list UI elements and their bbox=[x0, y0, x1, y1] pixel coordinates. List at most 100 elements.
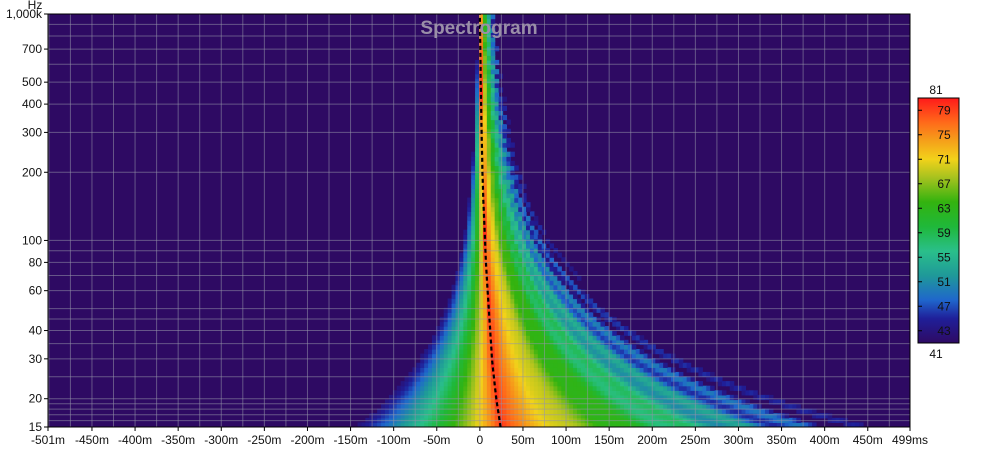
heatmap-cell bbox=[482, 298, 488, 304]
heatmap-cell bbox=[526, 371, 531, 378]
heatmap-cell bbox=[565, 385, 570, 391]
heatmap-cell bbox=[651, 381, 656, 387]
heatmap-cell bbox=[706, 385, 711, 391]
heatmap-cell bbox=[541, 326, 547, 332]
heatmap-cell bbox=[518, 225, 523, 231]
heatmap-cell bbox=[486, 362, 492, 368]
heatmap-cell bbox=[623, 348, 629, 355]
heatmap-cell bbox=[482, 381, 488, 387]
heatmap-cell bbox=[494, 371, 500, 378]
heatmap-cell bbox=[749, 404, 754, 410]
heatmap-cell bbox=[541, 394, 547, 401]
heatmap-cell bbox=[431, 344, 437, 350]
heatmap-cell bbox=[498, 385, 504, 391]
heatmap-cell bbox=[506, 275, 511, 281]
heatmap-cell bbox=[573, 316, 578, 323]
heatmap-cell bbox=[459, 252, 464, 258]
heatmap-cell bbox=[498, 381, 504, 387]
heatmap-cell bbox=[498, 234, 504, 240]
heatmap-cell bbox=[522, 413, 527, 419]
heatmap-cell bbox=[859, 422, 864, 427]
heatmap-cell bbox=[502, 215, 508, 222]
heatmap-cell bbox=[498, 353, 504, 359]
heatmap-cell bbox=[479, 371, 484, 378]
heatmap-cell bbox=[749, 408, 754, 414]
heatmap-cell bbox=[459, 394, 464, 401]
heatmap-cell bbox=[494, 399, 500, 405]
heatmap-cell bbox=[463, 413, 468, 419]
heatmap-cell bbox=[643, 381, 649, 387]
heatmap-cell bbox=[721, 390, 727, 396]
heatmap-cell bbox=[596, 335, 602, 341]
heatmap-cell bbox=[424, 367, 429, 373]
heatmap-cell bbox=[522, 408, 527, 414]
heatmap-cell bbox=[561, 330, 566, 336]
heatmap-cell bbox=[522, 266, 527, 272]
heatmap-cell bbox=[522, 293, 527, 300]
heatmap-cell bbox=[482, 23, 488, 29]
heatmap-cell bbox=[533, 390, 539, 396]
heatmap-cell bbox=[486, 23, 492, 29]
heatmap-cell bbox=[498, 119, 504, 125]
heatmap-cell bbox=[526, 243, 531, 249]
heatmap-cell bbox=[479, 289, 484, 295]
heatmap-cell bbox=[482, 367, 488, 373]
heatmap-cell bbox=[443, 362, 449, 368]
heatmap-cell bbox=[463, 298, 468, 304]
x-tick-label: 499ms bbox=[892, 433, 928, 447]
heatmap-cell bbox=[537, 371, 543, 378]
heatmap-cell bbox=[592, 326, 598, 332]
heatmap-cell bbox=[526, 422, 531, 427]
heatmap-cell bbox=[686, 381, 692, 387]
heatmap-cell bbox=[494, 298, 500, 304]
heatmap-cell bbox=[518, 390, 523, 396]
heatmap-cell bbox=[502, 114, 508, 121]
heatmap-cell bbox=[565, 408, 570, 414]
heatmap-cell bbox=[506, 413, 511, 419]
heatmap-cell bbox=[678, 404, 684, 410]
heatmap-cell bbox=[549, 275, 555, 281]
heatmap-cell bbox=[686, 413, 692, 419]
heatmap-cell bbox=[428, 376, 433, 382]
heatmap-cell bbox=[494, 73, 500, 79]
heatmap-cell bbox=[541, 344, 547, 350]
heatmap-cell bbox=[514, 298, 519, 304]
heatmap-cell bbox=[616, 335, 621, 341]
heatmap-cell bbox=[522, 261, 527, 267]
heatmap-cell bbox=[651, 399, 656, 405]
heatmap-cell bbox=[443, 394, 449, 401]
heatmap-cell bbox=[471, 298, 476, 304]
heatmap-cell bbox=[494, 174, 500, 180]
heatmap-cell bbox=[447, 307, 453, 313]
heatmap-cell bbox=[557, 353, 562, 359]
heatmap-cell bbox=[529, 358, 535, 364]
heatmap-cell bbox=[463, 385, 468, 391]
heatmap-cell bbox=[620, 353, 625, 359]
heatmap-cell bbox=[553, 339, 558, 345]
heatmap-cell bbox=[498, 404, 504, 410]
heatmap-cell bbox=[482, 362, 488, 368]
heatmap-cell bbox=[604, 335, 609, 341]
heatmap-cell bbox=[498, 316, 504, 323]
heatmap-cell bbox=[702, 404, 707, 410]
heatmap-cell bbox=[573, 270, 578, 277]
heatmap-cell bbox=[490, 303, 496, 309]
heatmap-cell bbox=[655, 385, 660, 391]
heatmap-cell bbox=[537, 243, 543, 249]
heatmap-cell bbox=[541, 312, 547, 318]
heatmap-cell bbox=[596, 404, 602, 410]
heatmap-cell bbox=[580, 367, 586, 373]
heatmap-cell bbox=[667, 390, 672, 396]
x-tick-label: -250m bbox=[247, 433, 281, 447]
heatmap-cell bbox=[475, 394, 480, 401]
heatmap-cell bbox=[631, 348, 637, 355]
heatmap-cell bbox=[431, 413, 437, 419]
heatmap-cell bbox=[541, 404, 547, 410]
heatmap-cell bbox=[471, 229, 476, 235]
heatmap-cell bbox=[381, 422, 386, 427]
heatmap-cell bbox=[439, 390, 445, 396]
heatmap-cell bbox=[506, 353, 511, 359]
heatmap-cell bbox=[620, 399, 625, 405]
heatmap-cell bbox=[443, 385, 449, 391]
heatmap-cell bbox=[428, 422, 433, 427]
